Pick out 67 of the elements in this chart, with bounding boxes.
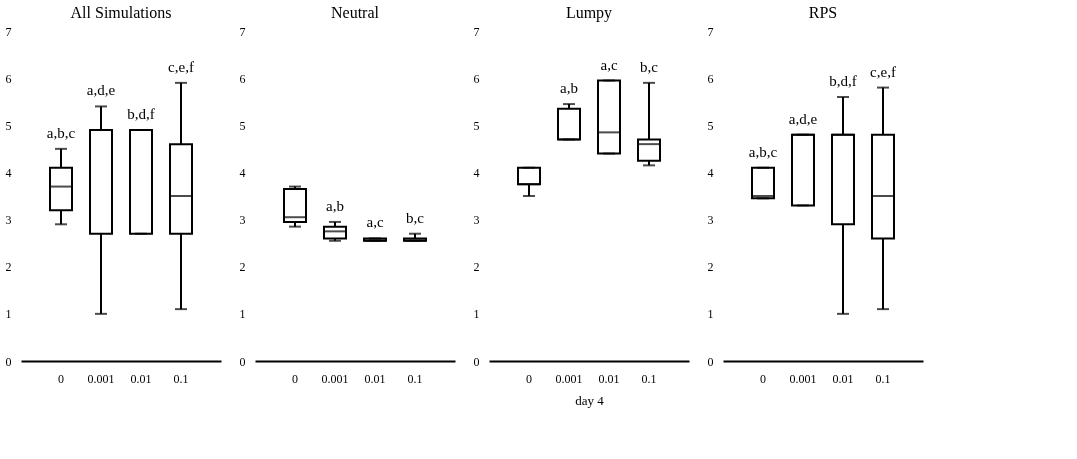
annotation: a,b,c: [46, 124, 76, 141]
x-tick-label: 0.1: [173, 371, 189, 386]
y-tick-label: 0: [239, 354, 246, 369]
y-tick-label: 0: [707, 354, 714, 369]
y-tick-label: 7: [5, 24, 12, 39]
y-tick-label: 3: [239, 213, 246, 228]
y-tick-label: 5: [473, 118, 480, 133]
x-tick-label: 0: [760, 371, 766, 386]
x-tick-label: 0: [526, 371, 532, 386]
x-tick-label: 0.1: [641, 371, 657, 386]
annotation: a,b,c: [748, 143, 778, 160]
y-tick-label: 2: [5, 260, 12, 275]
y-tick-label: 0: [5, 354, 12, 369]
x-tick-label: 0.01: [598, 371, 620, 386]
y-tick-label: 4: [473, 165, 480, 180]
annotation: b,c: [640, 58, 659, 75]
annotation: b,c: [406, 209, 425, 226]
annotation: a,b: [326, 197, 344, 214]
y-tick-label: 1: [5, 307, 12, 322]
y-tick-label: 1: [239, 307, 246, 322]
annotation: a,c: [366, 214, 384, 231]
chart-title: RPS: [808, 4, 838, 21]
y-tick-label: 6: [707, 71, 714, 86]
x-tick-label: 0.001: [789, 371, 817, 386]
x-tick-label: 0.001: [555, 371, 583, 386]
y-tick-label: 0: [473, 354, 480, 369]
y-tick-label: 7: [473, 24, 480, 39]
x-tick-label: 0.01: [832, 371, 854, 386]
x-tick-label: 0: [292, 371, 298, 386]
y-tick-label: 6: [239, 71, 246, 86]
y-tick-label: 2: [473, 260, 480, 275]
y-tick-label: 2: [239, 260, 246, 275]
x-tick-label: 0.01: [130, 371, 152, 386]
annotation: a,d,e: [788, 110, 818, 127]
y-tick-label: 3: [5, 213, 12, 228]
chart-title: Neutral: [331, 4, 380, 21]
y-tick-label: 1: [707, 307, 714, 322]
chart-title: Lumpy: [565, 4, 613, 22]
annotation: a,b: [560, 80, 578, 97]
y-tick-label: 2: [707, 260, 714, 275]
y-tick-label: 5: [5, 118, 12, 133]
annotation: c,e,f: [168, 58, 194, 75]
annotation: c,e,f: [870, 63, 896, 80]
x-tick-label: 0.001: [87, 371, 115, 386]
y-tick-label: 1: [473, 307, 480, 322]
annotation: b,d,f: [127, 106, 155, 122]
y-tick-label: 7: [239, 24, 246, 39]
y-tick-label: 4: [707, 165, 714, 180]
y-tick-label: 6: [473, 71, 480, 86]
x-tick-label: 0.001: [321, 371, 349, 386]
x-tick-label: 0.01: [364, 371, 386, 386]
annotation: b,d,f: [829, 73, 857, 89]
y-tick-label: 4: [5, 165, 12, 180]
y-tick-label: 3: [707, 213, 714, 228]
x-tick-label: 0: [58, 371, 64, 386]
x-tick-label: 0.1: [407, 371, 423, 386]
annotation: a,d,e: [86, 82, 116, 99]
chart-title: All Simulations: [70, 4, 172, 21]
y-tick-label: 3: [473, 213, 480, 228]
x-axis-title: day 4: [575, 392, 605, 408]
y-tick-label: 6: [5, 71, 12, 86]
y-tick-label: 5: [239, 118, 246, 133]
y-tick-label: 4: [239, 165, 246, 180]
y-tick-label: 5: [707, 118, 714, 133]
annotation: a,c: [600, 56, 618, 73]
x-tick-label: 0.1: [875, 371, 891, 386]
y-tick-label: 7: [707, 24, 714, 39]
